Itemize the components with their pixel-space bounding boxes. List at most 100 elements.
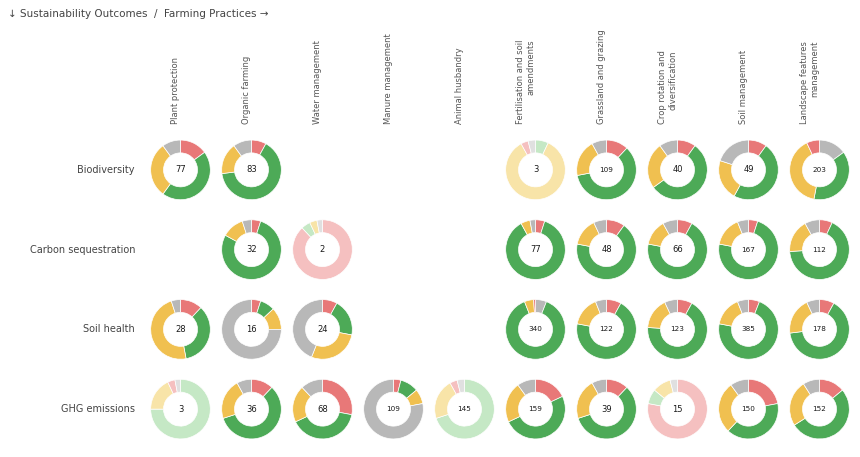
Text: 2: 2 (320, 245, 325, 254)
Wedge shape (577, 225, 636, 279)
Wedge shape (789, 223, 811, 251)
Wedge shape (322, 379, 353, 414)
Text: 159: 159 (529, 406, 543, 412)
Text: GHG emissions: GHG emissions (61, 404, 135, 414)
Wedge shape (436, 379, 494, 439)
Text: 16: 16 (246, 325, 257, 334)
Wedge shape (223, 388, 281, 439)
Text: 24: 24 (317, 325, 328, 334)
Wedge shape (719, 161, 740, 196)
Wedge shape (820, 379, 843, 399)
Text: 152: 152 (813, 406, 826, 412)
Text: 77: 77 (175, 165, 186, 175)
Wedge shape (536, 140, 548, 154)
Wedge shape (648, 223, 669, 246)
Wedge shape (251, 299, 261, 313)
Wedge shape (163, 152, 211, 200)
Wedge shape (257, 301, 273, 318)
Text: 122: 122 (599, 326, 613, 332)
Wedge shape (678, 140, 695, 156)
Wedge shape (678, 299, 691, 314)
Wedge shape (577, 223, 599, 246)
Wedge shape (807, 140, 820, 154)
Wedge shape (536, 299, 546, 314)
Wedge shape (533, 299, 536, 313)
Wedge shape (434, 383, 457, 418)
Wedge shape (720, 140, 748, 165)
Wedge shape (748, 140, 766, 156)
Wedge shape (292, 299, 322, 357)
Wedge shape (150, 146, 170, 194)
Wedge shape (251, 140, 266, 155)
Text: 77: 77 (530, 245, 541, 254)
Wedge shape (820, 299, 834, 314)
Wedge shape (648, 303, 670, 328)
Text: 385: 385 (741, 326, 755, 332)
Text: 39: 39 (601, 404, 611, 414)
Text: 83: 83 (246, 165, 257, 175)
Wedge shape (789, 143, 816, 199)
Text: Fertilisation and soil
amendments: Fertilisation and soil amendments (516, 39, 536, 124)
Wedge shape (407, 390, 423, 406)
Text: 178: 178 (813, 326, 826, 332)
Wedge shape (648, 379, 707, 439)
Text: 3: 3 (533, 165, 538, 175)
Wedge shape (506, 302, 565, 359)
Wedge shape (150, 379, 211, 439)
Wedge shape (606, 299, 621, 314)
Wedge shape (595, 299, 606, 314)
Wedge shape (525, 300, 534, 314)
Text: 145: 145 (458, 406, 471, 412)
Text: 109: 109 (599, 167, 613, 173)
Wedge shape (577, 383, 599, 418)
Wedge shape (593, 220, 606, 234)
Wedge shape (292, 388, 310, 422)
Text: Soil management: Soil management (740, 50, 748, 124)
Text: 66: 66 (673, 245, 683, 254)
Text: 167: 167 (741, 247, 755, 253)
Wedge shape (397, 380, 416, 399)
Text: 32: 32 (246, 245, 257, 254)
Text: Crop rotation and
diversification: Crop rotation and diversification (658, 50, 678, 124)
Wedge shape (150, 382, 173, 409)
Wedge shape (530, 220, 536, 233)
Wedge shape (719, 302, 778, 359)
Text: Organic farming: Organic farming (243, 56, 251, 124)
Wedge shape (302, 379, 322, 397)
Wedge shape (222, 299, 281, 359)
Wedge shape (790, 303, 850, 359)
Wedge shape (237, 379, 251, 394)
Wedge shape (738, 220, 748, 234)
Wedge shape (536, 220, 544, 234)
Wedge shape (171, 299, 181, 313)
Wedge shape (243, 220, 251, 234)
Wedge shape (606, 140, 627, 158)
Wedge shape (789, 223, 850, 279)
Wedge shape (168, 380, 177, 394)
Wedge shape (577, 144, 599, 175)
Text: 40: 40 (673, 165, 683, 175)
Text: ↓ Sustainability Outcomes  /  Farming Practices →: ↓ Sustainability Outcomes / Farming Prac… (8, 9, 268, 19)
Wedge shape (748, 299, 759, 314)
Text: 68: 68 (317, 404, 328, 414)
Text: 109: 109 (386, 406, 401, 412)
Wedge shape (648, 223, 707, 279)
Wedge shape (222, 144, 281, 200)
Wedge shape (719, 302, 742, 326)
Wedge shape (222, 221, 281, 279)
Text: Plant protection: Plant protection (171, 57, 181, 124)
Wedge shape (175, 379, 181, 393)
Wedge shape (805, 220, 820, 235)
Wedge shape (654, 380, 673, 399)
Wedge shape (648, 146, 667, 187)
Wedge shape (593, 140, 606, 155)
Wedge shape (678, 220, 691, 235)
Wedge shape (302, 223, 316, 237)
Wedge shape (738, 299, 748, 314)
Text: 49: 49 (743, 165, 753, 175)
Text: 48: 48 (601, 245, 611, 254)
Wedge shape (225, 221, 246, 241)
Wedge shape (577, 302, 600, 326)
Wedge shape (222, 146, 242, 174)
Wedge shape (719, 385, 739, 431)
